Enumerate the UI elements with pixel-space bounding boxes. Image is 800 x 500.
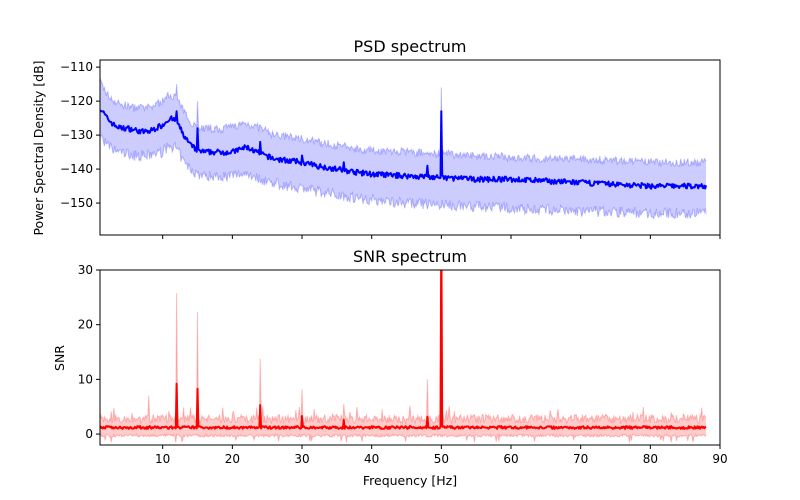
figure: PSD spectrum −110 −120 −130 −140 −150 Power … — [0, 0, 800, 500]
y-tick-label: −150 — [60, 196, 93, 210]
y-tick-label: 20 — [78, 318, 93, 332]
x-tick-label: 10 — [155, 452, 170, 466]
x-tick-label: 80 — [643, 452, 658, 466]
psd-axes: PSD spectrum −110 −120 −130 −140 −150 Power … — [31, 37, 720, 239]
x-tick-label: 20 — [225, 452, 240, 466]
y-tick-label: 10 — [78, 372, 93, 386]
x-tick-label: 50 — [434, 452, 449, 466]
x-tick-label: 70 — [573, 452, 588, 466]
x-tick-label: 30 — [294, 452, 309, 466]
y-tick-label: −120 — [60, 94, 93, 108]
psd-title: PSD spectrum — [354, 37, 467, 56]
snr-title: SNR spectrum — [353, 247, 467, 266]
snr-xlabel: Frequency [Hz] — [363, 473, 457, 488]
y-tick-label: 0 — [85, 427, 93, 441]
x-tick-label: 40 — [364, 452, 379, 466]
y-tick-label: −130 — [60, 128, 93, 142]
snr-axes: SNR spectrum 0 10 20 30 10 20 30 40 50 60 70 80 90 S… — [52, 215, 728, 488]
y-tick-label: −140 — [60, 162, 93, 176]
x-tick-label: 60 — [503, 452, 518, 466]
snr-ylabel: SNR — [52, 345, 67, 371]
x-tick-label: 90 — [712, 452, 727, 466]
y-tick-label: 30 — [78, 263, 93, 277]
y-tick-label: −110 — [60, 60, 93, 74]
psd-ylabel: Power Spectral Density [dB] — [31, 60, 46, 235]
